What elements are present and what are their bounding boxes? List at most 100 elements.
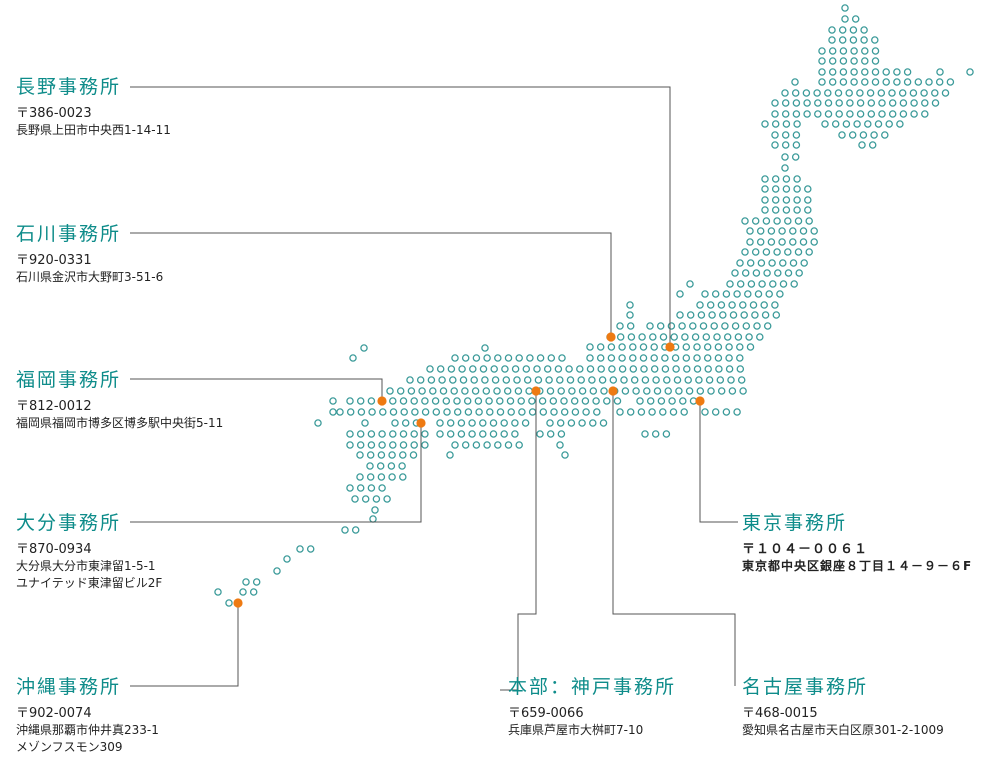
map-dot: [771, 175, 780, 183]
map-dot: [728, 387, 737, 395]
map-dot: [459, 376, 468, 384]
map-dot: [557, 430, 566, 438]
map-dot: [511, 365, 520, 373]
map-dot: [888, 99, 897, 107]
map-dot: [828, 26, 836, 34]
map-dot: [899, 99, 908, 107]
map-dot: [668, 397, 676, 405]
map-dot: [835, 110, 843, 118]
office-postal: 〒386-0023: [16, 106, 92, 121]
office-address: 長野県上田市中央西1-14-11: [16, 123, 171, 137]
map-dot: [643, 387, 651, 395]
map-dot: [376, 462, 385, 470]
map-dot: [518, 408, 526, 416]
map-dot: [652, 376, 660, 384]
map-dot: [740, 311, 748, 319]
map-dot: [814, 99, 822, 107]
office-postal: 〒870-0934: [16, 542, 92, 557]
map-dot: [426, 365, 434, 373]
map-dot: [753, 322, 761, 330]
map-dot: [781, 141, 790, 149]
map-dot: [680, 408, 688, 416]
map-dot: [554, 365, 563, 373]
map-dot: [431, 397, 440, 405]
map-dot: [577, 376, 585, 384]
map-dot: [711, 408, 720, 416]
map-dot: [383, 495, 391, 503]
map-dot: [598, 376, 607, 384]
map-dot: [389, 397, 397, 405]
map-dot: [523, 376, 532, 384]
map-dot: [558, 354, 566, 362]
map-dot: [793, 196, 801, 204]
map-dot: [790, 280, 798, 288]
map-dot: [626, 322, 635, 330]
map-dot: [828, 36, 836, 44]
map-dot: [387, 462, 396, 470]
map-dot: [761, 206, 769, 214]
map-dot: [756, 238, 765, 246]
office-address: 愛知県名古屋市天白区原301-2-1009: [742, 723, 944, 737]
office-markers: [233, 332, 705, 608]
map-dot: [469, 365, 477, 373]
map-dot: [834, 89, 843, 97]
map-dot: [853, 120, 861, 128]
map-dot: [534, 376, 543, 384]
map-dot: [470, 376, 478, 384]
map-dot: [485, 397, 493, 405]
map-dot: [472, 441, 481, 449]
map-dot: [608, 365, 616, 373]
office-name: 福岡事務所: [16, 369, 122, 391]
map-dot: [416, 376, 425, 384]
map-dot: [715, 365, 723, 373]
map-dot: [546, 419, 554, 427]
map-dot: [481, 344, 489, 352]
map-dot: [676, 311, 684, 319]
map-dot: [578, 419, 586, 427]
map-dot: [670, 333, 678, 341]
map-dot: [751, 311, 759, 319]
map-dot: [389, 430, 397, 438]
map-dot: [781, 131, 790, 139]
map-dot: [453, 408, 462, 416]
map-dot: [483, 441, 491, 449]
map-dot: [781, 153, 789, 161]
map-dot: [494, 441, 502, 449]
map-dot: [774, 269, 782, 277]
office-name: 大分事務所: [16, 512, 122, 534]
map-dot: [760, 301, 768, 309]
office-nagano: 長野事務所 〒386-0023 長野県上田市中央西1-14-11: [16, 76, 171, 139]
map-dot: [757, 259, 766, 267]
map-dot: [861, 47, 869, 55]
office-name: 本部：神戸事務所: [508, 676, 677, 698]
map-dot: [719, 311, 727, 319]
map-dot: [329, 397, 337, 405]
map-dot: [707, 387, 715, 395]
map-dot: [810, 227, 818, 235]
map-dot: [701, 408, 709, 416]
map-dot: [616, 333, 625, 341]
map-dot: [401, 419, 410, 427]
map-dot: [582, 408, 590, 416]
map-dot: [561, 451, 569, 459]
map-dot: [848, 131, 857, 139]
map-dot: [629, 354, 637, 362]
map-dot: [683, 365, 691, 373]
map-dot: [856, 99, 865, 107]
map-dot: [818, 57, 826, 65]
map-dot: [868, 141, 877, 149]
map-dot: [346, 441, 354, 449]
map-dot: [696, 387, 705, 395]
map-dot: [369, 515, 377, 523]
map-dot: [571, 408, 580, 416]
map-dot: [436, 430, 444, 438]
map-dot: [784, 248, 792, 256]
marker-ishikawa: [606, 332, 616, 342]
map-dot: [849, 26, 858, 34]
map-dot: [936, 68, 944, 76]
map-dot: [586, 354, 594, 362]
map-dot: [399, 451, 407, 459]
map-dot: [771, 206, 780, 214]
map-dot: [482, 387, 491, 395]
map-dot: [669, 408, 678, 416]
